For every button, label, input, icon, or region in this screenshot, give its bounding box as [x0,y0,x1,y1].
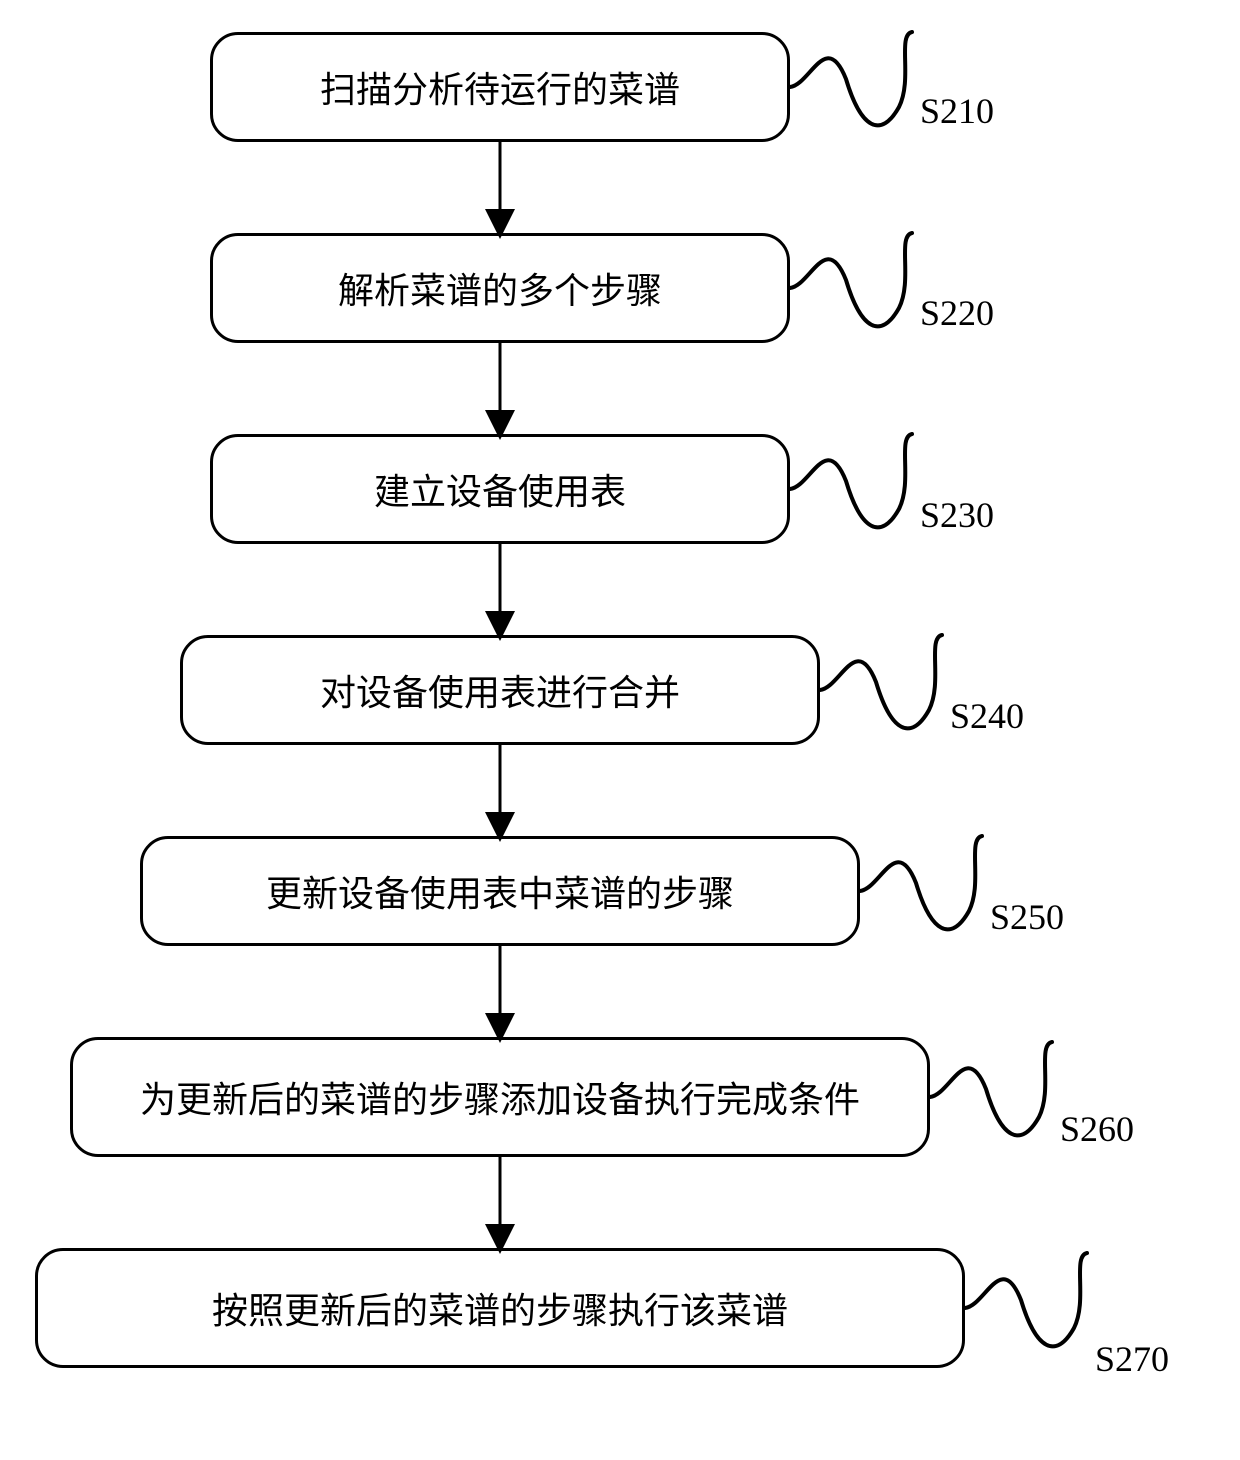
step-box-S220: 解析菜谱的多个步骤 [210,233,790,343]
step-label-S230: S230 [920,494,994,536]
step-box-S250: 更新设备使用表中菜谱的步骤 [140,836,860,946]
squiggle-connector [820,635,942,728]
step-label-S220: S220 [920,292,994,334]
squiggle-connector [790,233,912,326]
step-text: 为更新后的菜谱的步骤添加设备执行完成条件 [140,1071,860,1123]
step-text: 解析菜谱的多个步骤 [338,262,662,314]
step-label-S250: S250 [990,896,1064,938]
squiggle-connector [965,1253,1087,1346]
step-text: 更新设备使用表中菜谱的步骤 [266,865,734,917]
flowchart-canvas: 扫描分析待运行的菜谱 S210 解析菜谱的多个步骤 S220 建立设备使用表 S230 对设… [0,0,1240,1460]
step-text: 扫描分析待运行的菜谱 [320,61,680,113]
squiggle-connector [790,434,912,527]
step-label-S270: S270 [1095,1338,1169,1380]
step-text: 对设备使用表进行合并 [320,664,680,716]
step-label-S240: S240 [950,695,1024,737]
step-text: 建立设备使用表 [374,463,626,515]
step-box-S230: 建立设备使用表 [210,434,790,544]
step-box-S270: 按照更新后的菜谱的步骤执行该菜谱 [35,1248,965,1368]
step-box-S210: 扫描分析待运行的菜谱 [210,32,790,142]
squiggle-connector [790,32,912,125]
step-box-S260: 为更新后的菜谱的步骤添加设备执行完成条件 [70,1037,930,1157]
step-box-S240: 对设备使用表进行合并 [180,635,820,745]
squiggle-connector [860,836,982,929]
step-label-S260: S260 [1060,1108,1134,1150]
squiggle-connector [930,1042,1052,1135]
step-label-S210: S210 [920,90,994,132]
step-text: 按照更新后的菜谱的步骤执行该菜谱 [212,1282,788,1334]
